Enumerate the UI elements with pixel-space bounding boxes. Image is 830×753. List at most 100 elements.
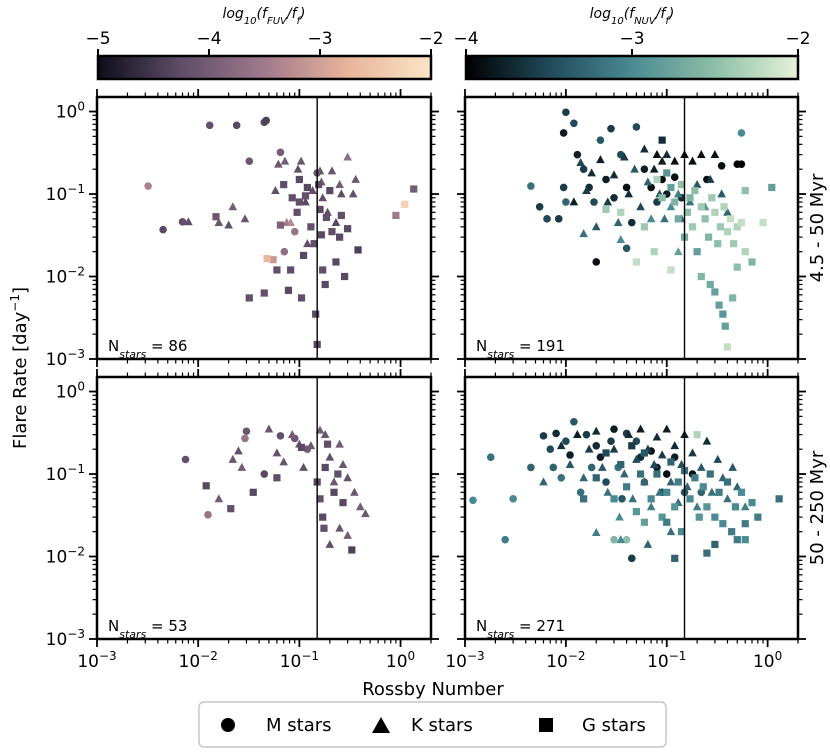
data-point-g-star [334, 470, 342, 478]
data-point-g-star [202, 482, 210, 490]
data-point-k-star [640, 477, 649, 486]
data-point-k-star [279, 457, 288, 466]
data-point-k-star [673, 247, 683, 256]
data-point-k-star [636, 424, 645, 433]
data-point-k-star [632, 454, 641, 463]
colorbar-fuv-tick-label: −5 [85, 29, 110, 49]
data-point-m-star [527, 463, 535, 472]
data-point-k-star [301, 197, 310, 206]
data-point-g-star [671, 503, 679, 511]
data-point-k-star [272, 448, 282, 457]
data-point-m-star [602, 478, 610, 486]
data-point-m-star [501, 535, 509, 544]
data-point-k-star [318, 193, 327, 202]
data-point-k-star [228, 454, 238, 463]
data-point-k-star [646, 502, 656, 511]
nstars-young-nuv: Nstars = 191 [476, 337, 565, 361]
data-point-k-star [296, 156, 306, 165]
data-point-k-star [685, 197, 695, 206]
data-point-g-star [297, 443, 306, 452]
data-point-g-star [332, 258, 340, 266]
data-point-m-star [596, 136, 605, 144]
data-point-k-star [184, 217, 193, 226]
data-point-k-star [579, 473, 588, 482]
data-point-k-star [287, 430, 297, 439]
data-point-g-star [328, 228, 336, 236]
data-point-m-star [570, 417, 578, 426]
data-point-g-star [706, 280, 714, 289]
data-point-k-star [343, 530, 352, 539]
data-point-k-star [657, 450, 667, 459]
data-point-k-star [565, 460, 575, 469]
data-point-m-star [543, 215, 551, 223]
data-point-k-star [620, 152, 629, 161]
axes-frame [463, 95, 800, 361]
data-point-g-star [715, 488, 723, 496]
data-point-g-star [269, 256, 277, 264]
data-point-m-star [647, 183, 655, 192]
data-point-g-star [653, 470, 661, 478]
data-point-g-star [667, 458, 675, 466]
data-point-m-star [592, 258, 601, 266]
data-point-m-star [610, 535, 618, 544]
x-tick-label: 10−3 [77, 649, 116, 672]
data-point-g-star [748, 258, 756, 266]
data-point-m-star [607, 124, 615, 133]
y-tick-label: 100 [56, 380, 85, 403]
data-point-k-star [335, 180, 344, 189]
data-point-g-star [711, 288, 719, 296]
row-label-old: 50 - 250 Myr [807, 450, 828, 565]
y-tick-label: 100 [56, 100, 85, 123]
x-tick-label: 100 [386, 649, 415, 672]
data-point-g-star [316, 205, 324, 214]
data-point-k-star [713, 454, 723, 463]
data-point-g-star [701, 215, 709, 223]
data-point-k-star [343, 473, 352, 482]
data-point-k-star [649, 460, 659, 469]
data-point-g-star [392, 211, 400, 220]
data-point-m-star [737, 129, 746, 137]
data-point-g-star [617, 461, 625, 469]
axes-frame [463, 375, 800, 641]
data-point-g-star [610, 495, 618, 503]
legend-marker-circle [221, 718, 235, 732]
data-point-g-star [741, 536, 749, 544]
colorbar-fuv-tick-label: −2 [418, 29, 443, 49]
data-point-k-star [615, 512, 624, 521]
points-old-fuv [181, 424, 370, 554]
data-point-g-star [330, 488, 338, 496]
data-point-k-star [323, 207, 332, 216]
data-point-m-star [632, 123, 641, 131]
data-point-g-star [632, 508, 640, 516]
data-point-k-star [732, 482, 742, 491]
nstars-old-nuv: Nstars = 271 [476, 617, 565, 641]
data-point-g-star [691, 474, 699, 482]
colorbar-nuv: log10(fNUV/ff) −4 −3 −2 [453, 6, 811, 81]
y-tick-label: 10−2 [46, 545, 85, 568]
data-point-m-star [559, 183, 568, 192]
data-point-k-star [228, 202, 238, 211]
panel-young-nuv [457, 89, 806, 367]
data-point-m-star [596, 453, 605, 461]
data-point-g-star [741, 520, 749, 528]
data-point-m-star [562, 198, 570, 206]
data-point-k-star [662, 424, 672, 433]
data-point-g-star [301, 192, 310, 200]
data-point-g-star [297, 294, 306, 302]
data-point-k-star [688, 448, 697, 457]
data-point-g-star [280, 181, 288, 189]
data-point-k-star [666, 477, 676, 486]
data-point-g-star [322, 213, 330, 222]
data-point-k-star [569, 197, 579, 206]
data-point-k-star [351, 174, 360, 183]
data-point-g-star [284, 286, 293, 294]
data-point-m-star [527, 182, 535, 190]
legend-label-k: K stars [411, 715, 473, 736]
panel-old-fuv: 10−3 10−2 10−1 100 10−3 10−2 10−1 100 [46, 369, 439, 672]
data-point-g-star [719, 310, 727, 318]
data-point-k-star [343, 152, 352, 161]
data-point-g-star [695, 513, 703, 521]
data-point-g-star [315, 181, 323, 189]
data-point-k-star [696, 462, 706, 471]
nstars-old-fuv: Nstars = 53 [108, 617, 187, 641]
